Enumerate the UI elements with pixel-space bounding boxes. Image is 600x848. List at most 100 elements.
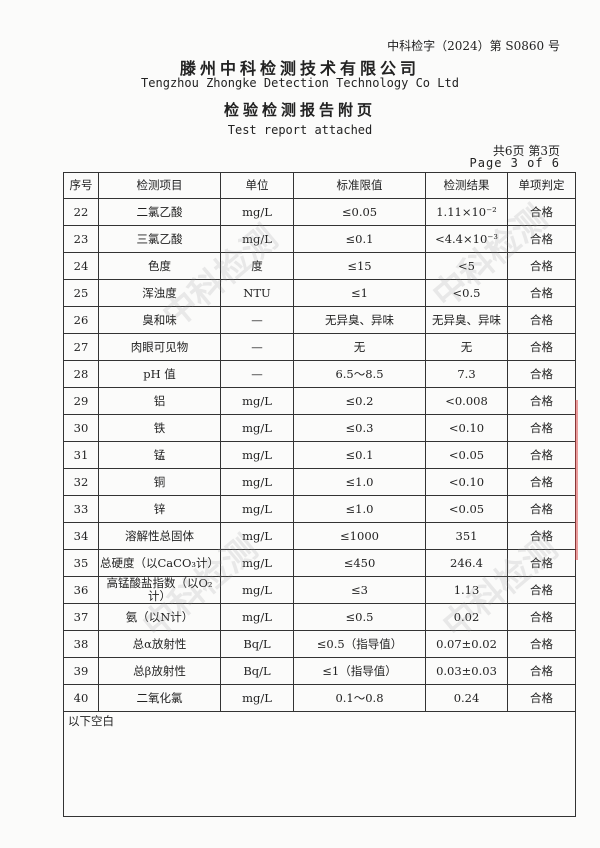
standard-limit: ≤0.2 [293, 387, 426, 415]
unit: mg/L [220, 225, 294, 253]
test-result: 0.07±0.02 [425, 630, 508, 658]
row-number: 31 [63, 441, 99, 469]
judgement: 合格 [507, 657, 576, 685]
unit: Bq/L [220, 630, 294, 658]
unit: mg/L [220, 576, 294, 604]
table-row: 36 高锰酸盐指数（以O₂计） mg/L ≤3 1.13 合格 [63, 576, 576, 604]
standard-limit: 无异臭、异味 [293, 306, 426, 334]
test-item: 肉眼可见物 [98, 333, 221, 361]
test-item: 铜 [98, 468, 221, 496]
standard-limit: ≤1.0 [293, 495, 426, 523]
test-result: <0.10 [425, 414, 508, 442]
unit: mg/L [220, 522, 294, 550]
unit: mg/L [220, 198, 294, 226]
test-item: 二氯乙酸 [98, 198, 221, 226]
standard-limit: ≤0.1 [293, 441, 426, 469]
judgement: 合格 [507, 468, 576, 496]
table-row: 23 三氯乙酸 mg/L ≤0.1 <4.4×10⁻³ 合格 [63, 225, 576, 253]
company-name-cn: 滕州中科检测技术有限公司 [179, 59, 420, 78]
test-item: 二氧化氯 [98, 684, 221, 712]
page-indicator-en: Page 3 of 6 [469, 156, 560, 170]
test-item: 三氯乙酸 [98, 225, 221, 253]
standard-limit: ≤1000 [293, 522, 426, 550]
judgement: 合格 [507, 252, 576, 280]
standard-limit: ≤1 [293, 279, 426, 307]
unit: — [220, 306, 294, 334]
test-result: 351 [425, 522, 508, 550]
row-number: 36 [63, 576, 99, 604]
standard-limit: ≤450 [293, 549, 426, 577]
standard-limit: ≤1.0 [293, 468, 426, 496]
table-row: 31 锰 mg/L ≤0.1 <0.05 合格 [63, 441, 576, 469]
unit: mg/L [220, 495, 294, 523]
judgement: 合格 [507, 522, 576, 550]
table-row: 25 浑浊度 NTU ≤1 <0.5 合格 [63, 279, 576, 307]
judgement: 合格 [507, 684, 576, 712]
standard-limit: ≤0.3 [293, 414, 426, 442]
unit: mg/L [220, 684, 294, 712]
test-result: 246.4 [425, 549, 508, 577]
page-indicator-cn: 共6页 第3页 [492, 144, 560, 158]
judgement: 合格 [507, 441, 576, 469]
judgement: 合格 [507, 225, 576, 253]
unit: NTU [220, 279, 294, 307]
unit: mg/L [220, 468, 294, 496]
unit: mg/L [220, 603, 294, 631]
row-number: 30 [63, 414, 99, 442]
table-header-row: 序号 检测项目 单位 标准限值 检测结果 单项判定 [63, 172, 576, 199]
report-title-en: Test report attached [227, 123, 373, 137]
judgement: 合格 [507, 198, 576, 226]
results-table: 序号 检测项目 单位 标准限值 检测结果 单项判定 22 二氯乙酸 mg/L ≤0.05 1.11… [63, 172, 576, 817]
table-row: 37 氨（以N计） mg/L ≤0.5 0.02 合格 [63, 603, 576, 631]
row-number: 37 [63, 603, 99, 631]
test-item: 铝 [98, 387, 221, 415]
test-result: <0.05 [425, 441, 508, 469]
row-number: 39 [63, 657, 99, 685]
judgement: 合格 [507, 603, 576, 631]
test-result: <4.4×10⁻³ [425, 225, 508, 253]
table-row: 38 总α放射性 Bq/L ≤0.5（指导值） 0.07±0.02 合格 [63, 630, 576, 658]
row-number: 25 [63, 279, 99, 307]
column-header: 检测结果 [425, 172, 508, 199]
row-number: 32 [63, 468, 99, 496]
judgement: 合格 [507, 279, 576, 307]
row-number: 24 [63, 252, 99, 280]
table-row: 40 二氧化氯 mg/L 0.1～0.8 0.24 合格 [63, 684, 576, 712]
unit: mg/L [220, 441, 294, 469]
table-row: 22 二氯乙酸 mg/L ≤0.05 1.11×10⁻² 合格 [63, 198, 576, 226]
test-result: 1.13 [425, 576, 508, 604]
judgement: 合格 [507, 495, 576, 523]
standard-limit: 无 [293, 333, 426, 361]
test-result: 7.3 [425, 360, 508, 388]
unit: mg/L [220, 549, 294, 577]
judgement: 合格 [507, 306, 576, 334]
row-number: 26 [63, 306, 99, 334]
row-number: 34 [63, 522, 99, 550]
red-stamp-fragment [575, 400, 600, 560]
test-result: 0.03±0.03 [425, 657, 508, 685]
blank-row: 以下空白 [63, 711, 576, 817]
test-result: 0.02 [425, 603, 508, 631]
test-item: 锌 [98, 495, 221, 523]
judgement: 合格 [507, 576, 576, 604]
test-result: <0.5 [425, 279, 508, 307]
judgement: 合格 [507, 630, 576, 658]
unit: mg/L [220, 414, 294, 442]
test-result: 1.11×10⁻² [425, 198, 508, 226]
column-header: 序号 [63, 172, 99, 199]
test-result: <0.10 [425, 468, 508, 496]
test-result: 0.24 [425, 684, 508, 712]
unit: Bq/L [220, 657, 294, 685]
table-row: 34 溶解性总固体 mg/L ≤1000 351 合格 [63, 522, 576, 550]
standard-limit: ≤0.5 [293, 603, 426, 631]
column-header: 单位 [220, 172, 294, 199]
test-item: 浑浊度 [98, 279, 221, 307]
test-result: <0.05 [425, 495, 508, 523]
table-row: 24 色度度 ≤15 <5 合格 [63, 252, 576, 280]
row-number: 28 [63, 360, 99, 388]
report-title-cn: 检验检测报告附页 [223, 101, 376, 119]
column-header: 检测项目 [98, 172, 221, 199]
row-number: 27 [63, 333, 99, 361]
test-result: <5 [425, 252, 508, 280]
judgement: 合格 [507, 549, 576, 577]
